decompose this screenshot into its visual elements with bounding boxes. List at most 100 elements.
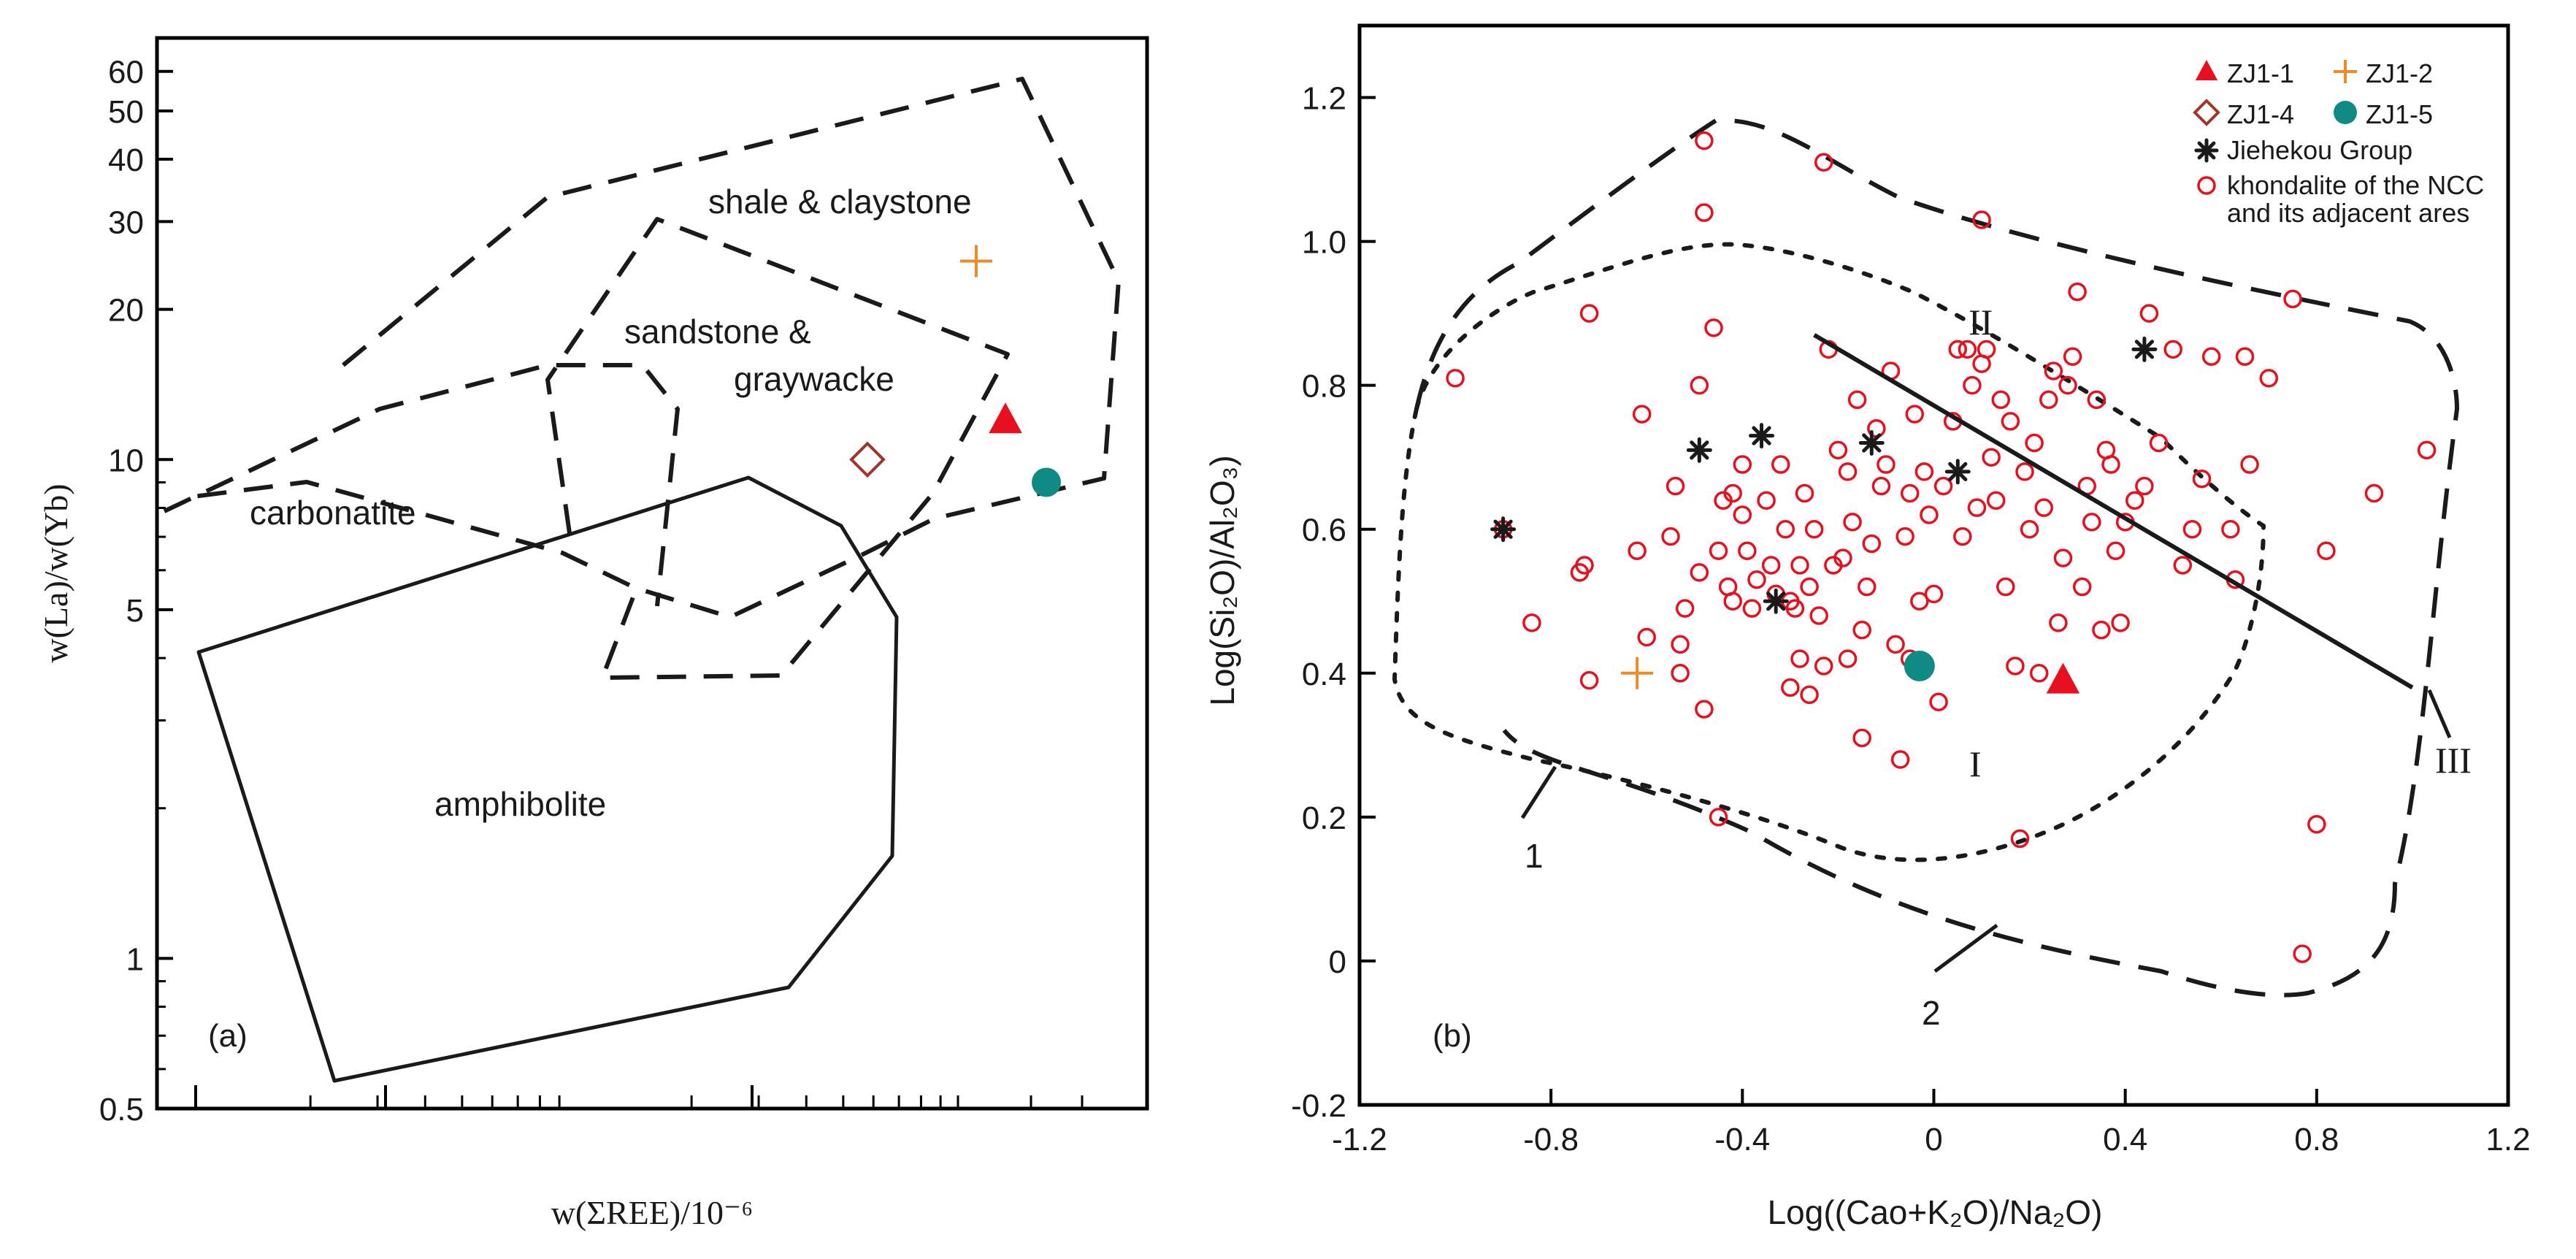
field-boundary-2 bbox=[1414, 118, 2459, 998]
panel-a-tag: (a) bbox=[208, 1018, 248, 1054]
a-sample-zj1-2 bbox=[960, 245, 992, 278]
field-sandstone-boundary bbox=[545, 217, 1010, 680]
a-y-tick-label: 60 bbox=[108, 55, 144, 91]
khondalite-point bbox=[1785, 599, 1805, 618]
legend: ZJ1-1 ZJ1-2 ZJ1-4 ZJ1-5 Jiehekou Group khonda… bbox=[2193, 58, 2484, 228]
a-y-tick-label: 50 bbox=[108, 94, 144, 130]
khondalite-point bbox=[2020, 519, 2039, 539]
label-amphibolite: amphibolite bbox=[434, 785, 606, 823]
jiehekou-point bbox=[1763, 588, 1789, 614]
label-carbonatite: carbonatite bbox=[250, 494, 416, 532]
khondalite-point bbox=[1852, 620, 1871, 640]
a-y-tick-label: 10 bbox=[108, 443, 144, 478]
khondalite-point bbox=[2010, 829, 2030, 849]
khondalite-point bbox=[2068, 282, 2087, 302]
legend-label-2: ZJ1-4 bbox=[2227, 99, 2294, 129]
khondalite-point bbox=[1795, 483, 1814, 503]
series-khondalite bbox=[1446, 131, 2437, 963]
khondalite-point bbox=[1857, 577, 1877, 597]
khondalite-point bbox=[2173, 556, 2193, 575]
khondalite-point bbox=[2139, 304, 2159, 323]
khondalite-point bbox=[1781, 678, 1800, 697]
legend-label-6: and its adjacent ares bbox=[2227, 198, 2469, 228]
khondalite-point bbox=[2317, 541, 2336, 561]
khondalite-point bbox=[1996, 577, 2015, 597]
khondalite-point bbox=[1665, 476, 1685, 496]
khondalite-point bbox=[1862, 534, 1882, 554]
legend-label-3: ZJ1-5 bbox=[2366, 99, 2433, 129]
khondalite-point bbox=[1809, 606, 1828, 625]
khondalite-point bbox=[1877, 455, 1895, 474]
b-sample-zj1-5 bbox=[1904, 650, 1935, 681]
khondalite-point bbox=[1776, 519, 1795, 539]
b-y-tick-label: -0.2 bbox=[1291, 1088, 1346, 1124]
khondalite-point bbox=[1771, 455, 1790, 474]
khondalite-point bbox=[1814, 657, 1833, 676]
khondalite-point bbox=[1632, 405, 1652, 424]
panel-b-y-axis: -0.2 0 0.2 0.4 0.6 0.8 1.0 1.2 bbox=[1291, 81, 1376, 1124]
khondalite-point bbox=[1695, 131, 1714, 150]
jiehekou-point bbox=[2131, 336, 2158, 362]
khondalite-point bbox=[2221, 519, 2240, 539]
legend-label-5: khondalite of the NCC bbox=[2227, 170, 2484, 200]
khondalite-point bbox=[1800, 685, 1819, 705]
khondalite-point bbox=[2101, 455, 2120, 474]
khondalite-point bbox=[1671, 664, 1690, 683]
panel-b-x-axis: -1.2 -0.8 -0.4 0 0.4 0.8 1.2 bbox=[1332, 1089, 2531, 1157]
legend-label-1: ZJ1-2 bbox=[2366, 58, 2433, 88]
field-boundary-1 bbox=[1392, 242, 2266, 862]
legend-label-4: Jiehekou Group bbox=[2227, 135, 2412, 165]
khondalite-point bbox=[2006, 657, 2025, 676]
khondalite-point bbox=[2182, 519, 2202, 539]
b-y-tick-label: 0.2 bbox=[1302, 800, 1346, 836]
khondalite-point bbox=[2192, 470, 2212, 489]
khondalite-point bbox=[2125, 491, 2144, 510]
khondalite-point bbox=[1958, 340, 1977, 359]
khondalite-point bbox=[1847, 390, 1867, 410]
field-shale-claystone-boundary bbox=[193, 77, 1121, 619]
khondalite-point bbox=[1790, 649, 1809, 668]
khondalite-point bbox=[1570, 563, 1590, 582]
khondalite-point bbox=[1757, 491, 1776, 510]
khondalite-point bbox=[2058, 375, 2077, 395]
panel-a-x-ticks bbox=[194, 1085, 1084, 1109]
khondalite-point bbox=[2082, 513, 2101, 532]
khondalite-point bbox=[2149, 433, 2169, 453]
panel-b-samples bbox=[1621, 650, 2080, 694]
khondalite-point bbox=[2293, 944, 2312, 963]
jiehekou-point bbox=[1858, 429, 1885, 456]
legend-marker-0 bbox=[2195, 60, 2218, 80]
khondalite-point bbox=[1723, 483, 1742, 503]
khondalite-point bbox=[2283, 289, 2302, 309]
legend-marker-5 bbox=[2197, 176, 2216, 195]
khondalite-point bbox=[1709, 808, 1728, 827]
khondalite-point bbox=[1905, 405, 1925, 424]
khondalite-point bbox=[2201, 347, 2221, 367]
b-x-tick-label: -1.2 bbox=[1332, 1122, 1387, 1157]
khondalite-point bbox=[2135, 476, 2154, 496]
b-y-tick-label: 0.4 bbox=[1302, 657, 1346, 692]
a-sample-zj1-1 bbox=[989, 402, 1022, 434]
jiehekou-point bbox=[1944, 459, 1971, 485]
jiehekou-point bbox=[1749, 423, 1775, 449]
khondalite-point bbox=[1967, 498, 1987, 517]
khondalite-point bbox=[1742, 599, 1762, 618]
label-sandstone-line1: sandstone & bbox=[624, 313, 811, 351]
khondalite-point bbox=[1671, 635, 1690, 654]
khondalite-point bbox=[2307, 814, 2326, 834]
khondalite-point bbox=[1733, 455, 1752, 474]
khondalite-point bbox=[1833, 548, 1852, 567]
khondalite-point bbox=[1843, 513, 1862, 532]
jiehekou-point bbox=[1490, 516, 1517, 543]
khondalite-point bbox=[1852, 728, 1871, 748]
panel-b: -0.2 0 0.2 0.4 0.6 0.8 1.0 1.2 -1.2 -0.8 -0.4 0 0.4… bbox=[1203, 23, 2531, 1231]
b-x-tick-label: -0.8 bbox=[1523, 1122, 1579, 1157]
label-sandstone-line2: graywacke bbox=[734, 360, 894, 398]
khondalite-point bbox=[2417, 440, 2437, 460]
khondalite-point bbox=[1929, 692, 1948, 711]
khondalite-point bbox=[1914, 462, 1934, 481]
khondalite-point bbox=[1446, 369, 1465, 388]
b-x-tick-label: 0.4 bbox=[2103, 1122, 2147, 1157]
field-amphibolite-boundary bbox=[196, 475, 899, 1083]
